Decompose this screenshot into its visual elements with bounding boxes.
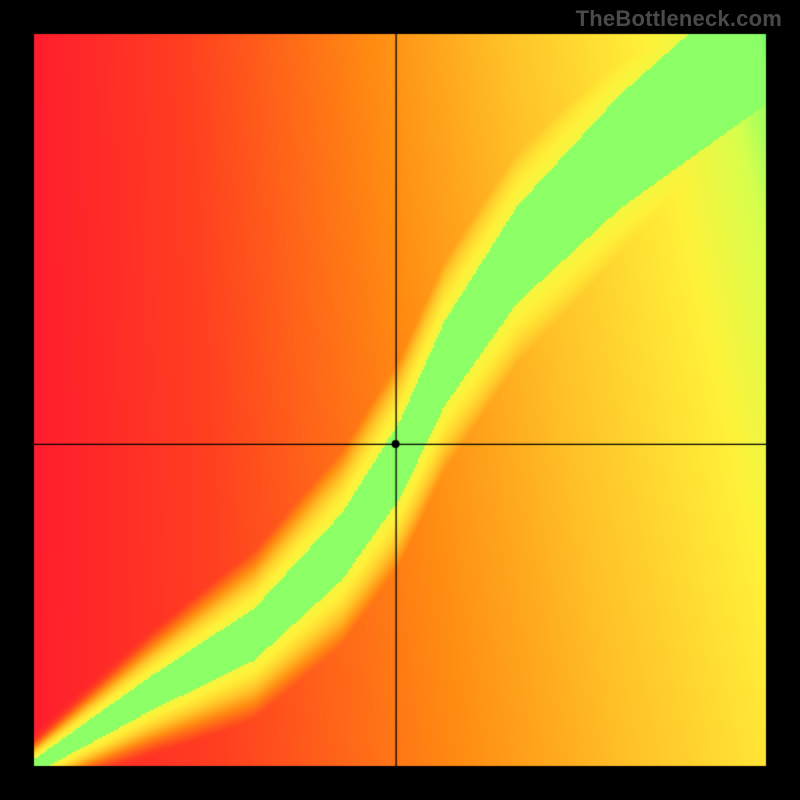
heatmap-canvas bbox=[0, 0, 800, 800]
chart-container: TheBottleneck.com bbox=[0, 0, 800, 800]
watermark-text: TheBottleneck.com bbox=[576, 6, 782, 32]
